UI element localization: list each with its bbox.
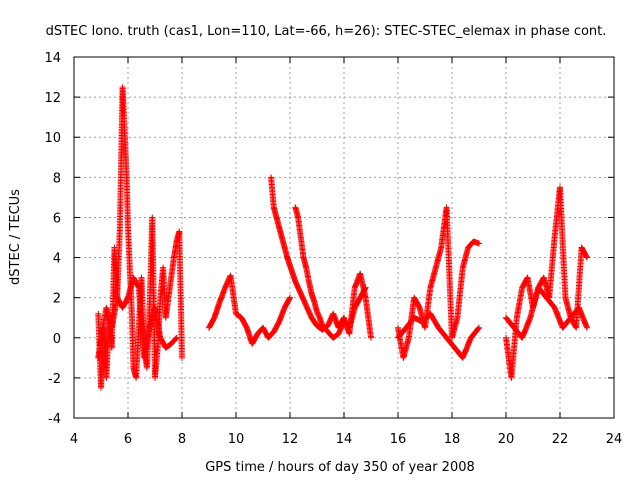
y-tick-label: 8 [53,171,61,186]
x-tick-label: 12 [282,432,299,447]
y-axis-label: dSTEC / TECUs [8,189,23,285]
x-tick-label: 22 [552,432,569,447]
data-point [179,354,185,361]
data-point [475,325,482,332]
x-tick-label: 18 [444,432,461,447]
x-tick-label: 8 [178,432,186,447]
x-axis-label: GPS time / hours of day 350 of year 2008 [205,460,475,475]
data-point [173,334,180,341]
data-points [95,84,590,391]
x-tick-labels: 4 6 8 10 12 14 16 18 20 22 24 [70,432,622,447]
x-tick-label: 14 [336,432,353,447]
x-tick-label: 16 [390,432,407,447]
y-tick-label: 2 [53,292,61,307]
y-tick-label: 14 [44,51,61,66]
y-tick-label: 10 [44,131,61,146]
y-tick-labels: -4 -2 0 2 4 6 8 10 12 14 [44,51,61,427]
y-tick-label: 0 [53,332,61,347]
data-point [362,284,369,291]
x-tick-label: 24 [606,432,623,447]
data-point [476,240,482,247]
y-tick-label: 6 [53,211,61,226]
data-point [287,294,293,301]
x-tick-label: 20 [498,432,515,447]
data-point [172,335,179,342]
x-tick-label: 4 [70,432,78,447]
axis-ticks [73,56,615,419]
data-point [368,334,374,341]
y-tick-label: -2 [48,372,61,387]
data-point [584,324,590,331]
x-tick-label: 10 [228,432,245,447]
gridlines [74,57,614,418]
y-tick-label: 12 [44,91,61,106]
chart-title: dSTEC Iono. truth (cas1, Lon=110, Lat=-6… [46,24,607,39]
data-point [584,254,590,261]
y-tick-label: -4 [48,412,61,427]
data-point [476,324,482,331]
x-tick-label: 6 [124,432,132,447]
y-tick-label: 4 [53,252,61,267]
